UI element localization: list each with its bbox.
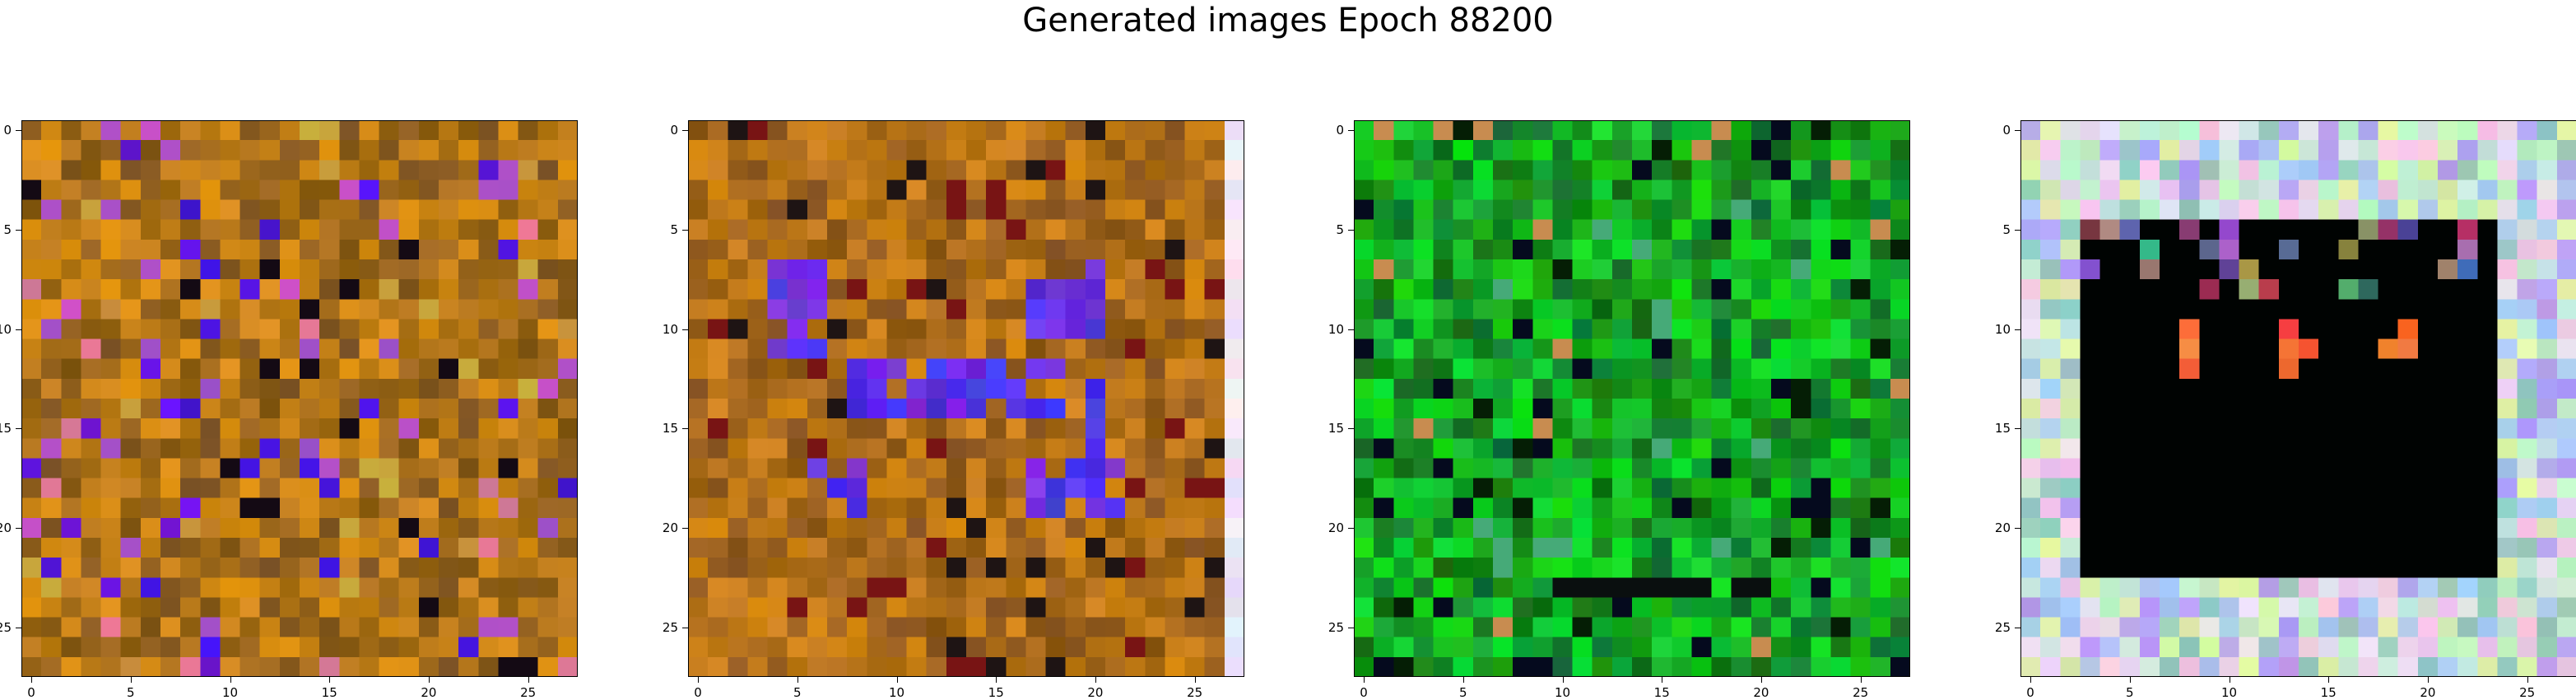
y-tick-label: 25: [1988, 620, 2011, 635]
generated-image-3: [1354, 120, 1910, 677]
x-tick-label: 5: [1447, 685, 1480, 700]
y-tick-label: 15: [0, 421, 12, 436]
x-tick-label: 20: [412, 685, 445, 700]
generated-image-4: [2020, 120, 2576, 677]
y-tick: [2015, 528, 2020, 529]
x-tick: [1364, 677, 1365, 683]
y-tick-label: 5: [655, 222, 678, 237]
x-tick: [797, 677, 798, 683]
y-tick: [16, 230, 21, 231]
image-panel-3: 0 0 5 5 10 10 15 15 20 20 25 25: [1354, 120, 1910, 677]
x-tick: [528, 677, 529, 683]
x-tick: [429, 677, 430, 683]
y-tick: [682, 230, 688, 231]
y-tick: [2015, 230, 2020, 231]
x-tick-label: 15: [1645, 685, 1678, 700]
x-tick-label: 0: [1347, 685, 1380, 700]
x-tick: [996, 677, 997, 683]
y-tick-label: 5: [1988, 222, 2011, 237]
x-tick: [2328, 677, 2329, 683]
y-tick: [1348, 230, 1354, 231]
y-tick-label: 10: [1988, 322, 2011, 337]
x-tick: [897, 677, 898, 683]
x-tick: [2428, 677, 2429, 683]
x-tick: [1463, 677, 1464, 683]
x-tick-label: 5: [781, 685, 814, 700]
x-tick: [2130, 677, 2131, 683]
x-tick-label: 20: [1079, 685, 1112, 700]
x-tick: [329, 677, 330, 683]
y-tick: [2015, 130, 2020, 131]
y-tick: [682, 130, 688, 131]
y-tick-label: 0: [655, 123, 678, 138]
y-tick-label: 25: [655, 620, 678, 635]
y-tick-label: 20: [1988, 520, 2011, 535]
x-tick: [1195, 677, 1196, 683]
x-tick-label: 25: [1179, 685, 1211, 700]
y-tick-label: 20: [655, 520, 678, 535]
y-tick-label: 25: [0, 620, 12, 635]
y-tick-label: 5: [1321, 222, 1344, 237]
y-tick: [682, 329, 688, 330]
y-tick-label: 20: [1321, 520, 1344, 535]
y-tick-label: 15: [1988, 421, 2011, 436]
generated-image-1: [21, 120, 578, 677]
x-tick: [698, 677, 699, 683]
y-tick: [16, 428, 21, 429]
image-panel-2: 0 0 5 5 10 10 15 15 20 20 25 25: [688, 120, 1244, 677]
y-tick: [1348, 428, 1354, 429]
x-tick-label: 25: [512, 685, 545, 700]
figure-title: Generated images Epoch 88200: [0, 0, 2576, 41]
x-tick-label: 5: [2113, 685, 2146, 700]
x-tick-label: 15: [2312, 685, 2345, 700]
y-tick-label: 0: [1988, 123, 2011, 138]
y-tick: [2015, 428, 2020, 429]
x-tick-label: 20: [1745, 685, 1778, 700]
x-tick-label: 10: [214, 685, 247, 700]
x-tick: [2030, 677, 2031, 683]
y-tick-label: 0: [1321, 123, 1344, 138]
y-tick-label: 10: [655, 322, 678, 337]
y-tick-label: 15: [1321, 421, 1344, 436]
x-tick-label: 0: [2014, 685, 2047, 700]
y-tick: [682, 528, 688, 529]
y-tick-label: 10: [1321, 322, 1344, 337]
image-panel-4: 0 0 5 5 10 10 15 15 20 20 25 25: [2020, 120, 2576, 677]
x-tick-label: 10: [1546, 685, 1579, 700]
y-tick-label: 15: [655, 421, 678, 436]
y-tick-label: 20: [0, 520, 12, 535]
x-tick-label: 10: [881, 685, 914, 700]
x-tick-label: 5: [114, 685, 147, 700]
x-tick-label: 0: [15, 685, 48, 700]
y-tick: [682, 428, 688, 429]
x-tick: [131, 677, 132, 683]
y-tick-label: 10: [0, 322, 12, 337]
x-tick-label: 15: [313, 685, 346, 700]
x-tick: [1095, 677, 1096, 683]
x-tick-label: 25: [1844, 685, 1877, 700]
y-tick: [16, 528, 21, 529]
y-tick: [1348, 528, 1354, 529]
x-tick-label: 0: [681, 685, 714, 700]
x-tick: [31, 677, 32, 683]
y-tick-label: 25: [1321, 620, 1344, 635]
y-tick: [2015, 329, 2020, 330]
x-tick-label: 10: [2213, 685, 2246, 700]
y-tick: [16, 329, 21, 330]
x-tick: [1761, 677, 1762, 683]
x-tick-label: 25: [2511, 685, 2544, 700]
y-tick: [16, 130, 21, 131]
y-tick: [1348, 329, 1354, 330]
x-tick-label: 20: [2411, 685, 2444, 700]
generated-image-2: [688, 120, 1244, 677]
x-tick: [230, 677, 231, 683]
x-tick: [2527, 677, 2528, 683]
x-tick: [1861, 677, 1862, 683]
y-tick-label: 0: [0, 123, 12, 138]
y-tick: [1348, 130, 1354, 131]
x-tick-label: 15: [979, 685, 1012, 700]
x-tick: [1563, 677, 1564, 683]
y-tick-label: 5: [0, 222, 12, 237]
